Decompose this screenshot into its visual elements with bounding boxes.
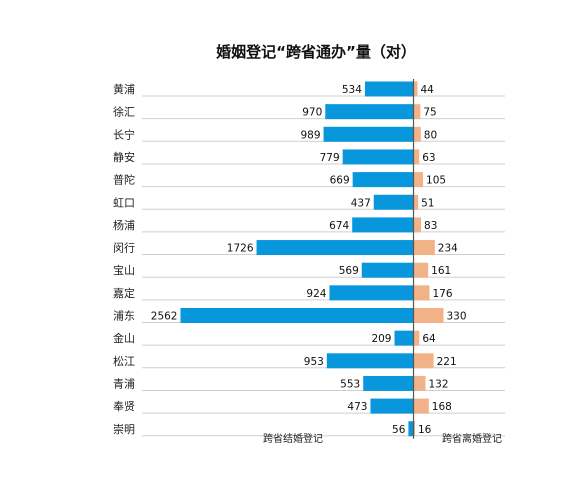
bar-marriage-3 bbox=[323, 126, 414, 142]
value-label-marriage: 553 bbox=[340, 378, 360, 390]
value-label-marriage: 1726 bbox=[227, 243, 254, 255]
bar-marriage-4 bbox=[342, 149, 414, 165]
value-label-divorce: 105 bbox=[426, 175, 446, 187]
category-label: 崇明 bbox=[113, 423, 135, 436]
value-label-divorce: 16 bbox=[418, 424, 432, 436]
bar-marriage-12 bbox=[394, 330, 414, 346]
bar-divorce-9 bbox=[413, 262, 429, 278]
value-label-marriage: 674 bbox=[329, 220, 349, 232]
category-label: 宝山 bbox=[113, 263, 135, 277]
category-label: 普陀 bbox=[113, 173, 135, 187]
value-label-marriage: 989 bbox=[301, 129, 321, 141]
bar-marriage-2 bbox=[325, 104, 414, 120]
bar-divorce-4 bbox=[413, 149, 420, 165]
bar-divorce-7 bbox=[413, 217, 422, 233]
value-label-marriage: 669 bbox=[330, 175, 350, 187]
category-label: 静安 bbox=[113, 150, 135, 164]
value-label-divorce: 64 bbox=[422, 333, 436, 345]
bar-marriage-6 bbox=[373, 194, 414, 210]
value-label-divorce: 83 bbox=[424, 220, 437, 232]
category-label: 奉贤 bbox=[113, 399, 135, 413]
left-series-axis-label: 跨省结婚登记 bbox=[263, 432, 323, 445]
value-label-divorce: 221 bbox=[437, 356, 457, 368]
category-label: 徐汇 bbox=[113, 105, 135, 119]
bar-marriage-13 bbox=[326, 353, 414, 369]
bar-marriage-7 bbox=[352, 217, 414, 233]
value-label-divorce: 51 bbox=[421, 197, 434, 209]
labels: 黄浦 534 44 徐汇 970 75 长宁 989 80 静安 779 63 普陀 669 105 虹口 43… bbox=[113, 82, 467, 436]
value-label-marriage: 970 bbox=[302, 107, 322, 119]
value-label-marriage: 437 bbox=[351, 197, 371, 209]
category-label: 松江 bbox=[113, 354, 135, 368]
bar-divorce-16 bbox=[413, 421, 415, 437]
category-label: 青浦 bbox=[113, 377, 135, 390]
bar-divorce-8 bbox=[413, 240, 435, 256]
value-label-divorce: 44 bbox=[421, 84, 435, 96]
bar-divorce-15 bbox=[413, 398, 429, 414]
category-label: 嘉定 bbox=[113, 286, 135, 300]
value-label-marriage: 2562 bbox=[151, 311, 178, 323]
category-label: 闵行 bbox=[113, 241, 135, 255]
value-label-marriage: 953 bbox=[304, 356, 324, 368]
value-label-marriage: 924 bbox=[306, 288, 326, 300]
value-label-divorce: 168 bbox=[432, 401, 452, 413]
value-label-marriage: 779 bbox=[320, 152, 340, 164]
bar-marriage-8 bbox=[256, 240, 414, 256]
value-label-divorce: 132 bbox=[429, 378, 449, 390]
bar-divorce-10 bbox=[413, 285, 430, 301]
bar-marriage-16 bbox=[408, 421, 414, 437]
value-label-marriage: 56 bbox=[392, 424, 406, 436]
bar-divorce-3 bbox=[413, 126, 421, 142]
bar-marriage-1 bbox=[364, 81, 414, 97]
bar-divorce-5 bbox=[413, 172, 424, 188]
bar-divorce-12 bbox=[413, 330, 420, 346]
category-label: 金山 bbox=[113, 331, 135, 345]
bar-marriage-10 bbox=[329, 285, 414, 301]
value-label-marriage: 209 bbox=[371, 333, 391, 345]
value-label-divorce: 234 bbox=[438, 243, 458, 255]
value-label-divorce: 330 bbox=[447, 311, 467, 323]
value-label-divorce: 63 bbox=[422, 152, 435, 164]
category-label: 黄浦 bbox=[113, 82, 135, 96]
bar-marriage-15 bbox=[370, 398, 414, 414]
value-label-divorce: 75 bbox=[423, 107, 436, 119]
bar-divorce-11 bbox=[413, 308, 444, 323]
bar-marriage-5 bbox=[352, 172, 414, 188]
value-label-divorce: 161 bbox=[431, 265, 451, 277]
value-label-marriage: 569 bbox=[339, 265, 359, 277]
bar-divorce-2 bbox=[413, 104, 421, 120]
value-label-marriage: 473 bbox=[347, 401, 367, 413]
bar-divorce-13 bbox=[413, 353, 434, 369]
bar-divorce-6 bbox=[413, 194, 419, 210]
bars bbox=[180, 81, 444, 437]
category-label: 浦东 bbox=[113, 310, 135, 323]
category-label: 长宁 bbox=[113, 127, 135, 141]
bar-marriage-14 bbox=[363, 375, 414, 391]
bar-divorce-1 bbox=[413, 81, 418, 97]
chart-title: 婚姻登记“跨省通办”量（对） bbox=[216, 43, 416, 61]
value-label-marriage: 534 bbox=[342, 84, 362, 96]
value-label-divorce: 80 bbox=[424, 129, 437, 141]
bar-marriage-11 bbox=[180, 308, 414, 323]
category-label: 虹口 bbox=[113, 196, 135, 209]
bar-divorce-14 bbox=[413, 375, 426, 391]
right-series-axis-label: 跨省离婚登记 bbox=[442, 432, 502, 445]
bar-marriage-9 bbox=[361, 262, 414, 278]
category-label: 杨浦 bbox=[113, 218, 135, 232]
value-label-divorce: 176 bbox=[433, 288, 453, 300]
